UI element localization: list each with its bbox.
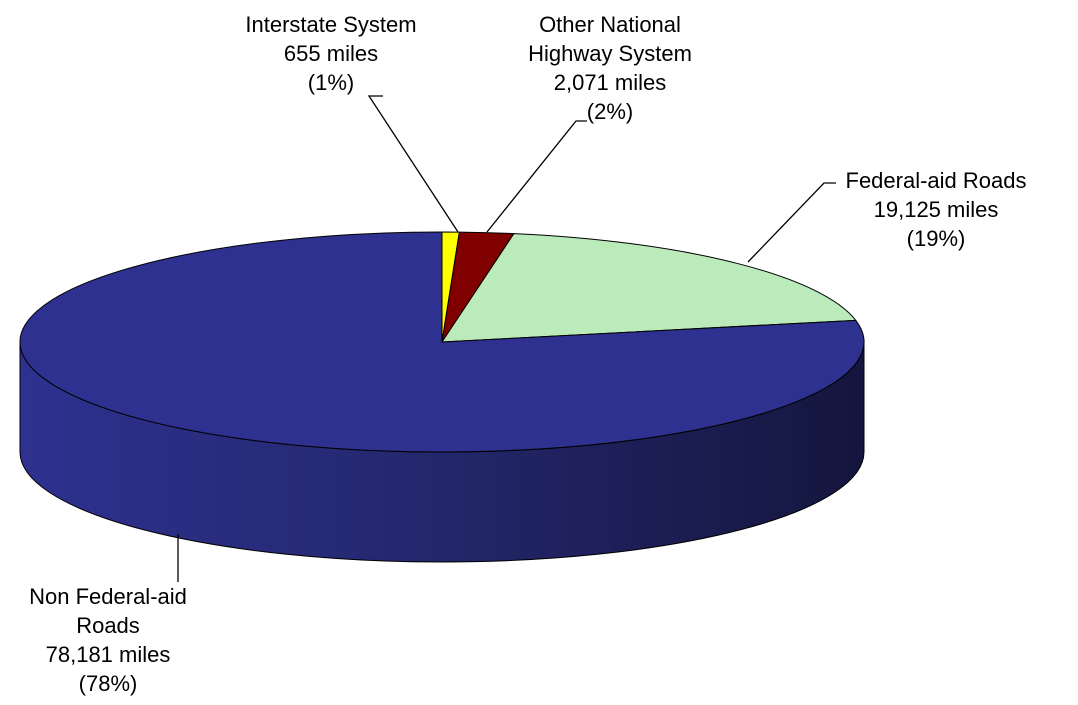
label-line: Other National [539, 12, 681, 37]
pie-slice-federal-aid-roads-19-125-miles-19 [441, 233, 857, 343]
label-federal-aid-roads-19-125-miles-19: Federal-aid Roads 19,125 miles (19%) [846, 168, 1027, 251]
label-line: (1%) [308, 70, 354, 95]
label-interstate-system-655-miles-1: Interstate System 655 miles (1%) [245, 12, 416, 95]
leader-line-other-national-highway-system-2-071-miles-2 [486, 120, 587, 233]
label-line: Roads [76, 613, 140, 638]
leader-line-federal-aid-roads-19-125-miles-19 [747, 182, 836, 263]
label-line: Highway System [528, 41, 692, 66]
leader-line-interstate-system-655-miles-1 [367, 95, 459, 233]
label-line: Interstate System [245, 12, 416, 37]
label-line: 2,071 miles [554, 70, 667, 95]
label-line: Non Federal-aid [29, 584, 187, 609]
pie-slice-non-federal-aid-roads-78-181-miles-78 [19, 231, 865, 453]
label-other-national-highway-system-2-071-miles-2: Other National Highway System 2,071 miles (… [528, 12, 692, 124]
label-non-federal-aid-roads-78-181-miles-78: Non Federal-aid Roads 78,181 miles (78%) [29, 584, 187, 696]
label-line: 78,181 miles [46, 642, 171, 667]
label-line: (19%) [907, 226, 966, 251]
leader-lines-group [177, 95, 836, 582]
label-line: 19,125 miles [874, 197, 999, 222]
label-line: 655 miles [284, 41, 378, 66]
slice-labels-group: Interstate System 655 miles (1%) Other Nati… [29, 12, 1026, 696]
pie-top-group [19, 231, 865, 453]
label-line: Federal-aid Roads [846, 168, 1027, 193]
label-line: (2%) [587, 99, 633, 124]
label-line: (78%) [79, 671, 138, 696]
